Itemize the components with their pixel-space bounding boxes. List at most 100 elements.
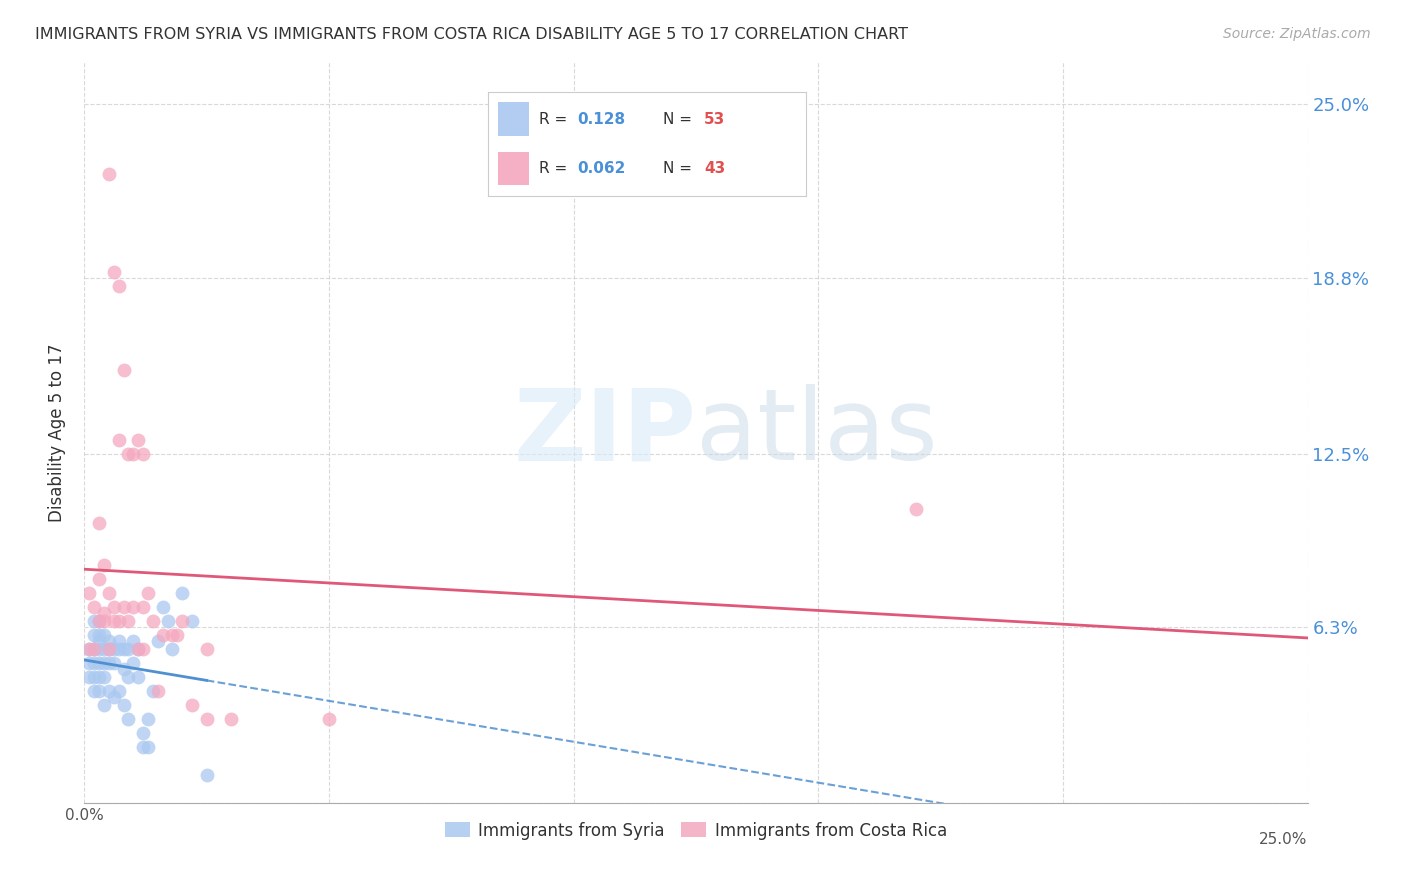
- Text: ZIP: ZIP: [513, 384, 696, 481]
- Point: [195, 768, 218, 782]
- Point: [107, 614, 129, 628]
- Point: [77, 642, 100, 657]
- Point: [905, 502, 928, 516]
- Point: [87, 633, 110, 648]
- Point: [97, 642, 120, 657]
- Point: [93, 606, 115, 620]
- Point: [117, 614, 139, 628]
- Point: [117, 670, 139, 684]
- Point: [219, 712, 242, 726]
- Y-axis label: Disability Age 5 to 17: Disability Age 5 to 17: [48, 343, 66, 522]
- Point: [107, 433, 129, 447]
- Point: [93, 628, 115, 642]
- Point: [87, 670, 110, 684]
- Point: [83, 600, 105, 615]
- Point: [112, 642, 135, 657]
- Point: [195, 712, 218, 726]
- Point: [162, 642, 184, 657]
- Point: [152, 628, 174, 642]
- Point: [107, 633, 129, 648]
- Point: [107, 279, 129, 293]
- Point: [195, 642, 218, 657]
- Point: [93, 642, 115, 657]
- Point: [181, 614, 204, 628]
- Point: [93, 698, 115, 712]
- Point: [146, 633, 169, 648]
- Point: [132, 600, 155, 615]
- Point: [97, 167, 120, 181]
- Point: [83, 642, 105, 657]
- Point: [97, 633, 120, 648]
- Point: [87, 572, 110, 586]
- Point: [97, 586, 120, 600]
- Point: [87, 614, 110, 628]
- Point: [172, 586, 194, 600]
- Point: [127, 642, 149, 657]
- Point: [77, 642, 100, 657]
- Point: [172, 614, 194, 628]
- Text: atlas: atlas: [696, 384, 938, 481]
- Point: [83, 628, 105, 642]
- Point: [87, 656, 110, 670]
- Point: [103, 614, 125, 628]
- Point: [132, 446, 155, 460]
- Point: [122, 600, 145, 615]
- Point: [83, 670, 105, 684]
- Point: [87, 516, 110, 531]
- Point: [127, 642, 149, 657]
- Point: [152, 600, 174, 615]
- Point: [136, 586, 159, 600]
- Point: [97, 642, 120, 657]
- Point: [132, 642, 155, 657]
- Point: [122, 656, 145, 670]
- Point: [83, 614, 105, 628]
- Point: [181, 698, 204, 712]
- Point: [107, 684, 129, 698]
- Point: [103, 265, 125, 279]
- Point: [103, 600, 125, 615]
- Point: [127, 433, 149, 447]
- Point: [83, 684, 105, 698]
- Point: [166, 628, 188, 642]
- Point: [156, 614, 179, 628]
- Point: [162, 628, 184, 642]
- Point: [77, 586, 100, 600]
- Point: [136, 712, 159, 726]
- Point: [93, 670, 115, 684]
- Point: [112, 600, 135, 615]
- Point: [112, 363, 135, 377]
- Point: [117, 712, 139, 726]
- Point: [112, 698, 135, 712]
- Point: [318, 712, 340, 726]
- Point: [146, 684, 169, 698]
- Point: [132, 726, 155, 740]
- Point: [127, 670, 149, 684]
- Point: [136, 739, 159, 754]
- Point: [122, 446, 145, 460]
- Point: [93, 656, 115, 670]
- Point: [83, 642, 105, 657]
- Point: [142, 684, 165, 698]
- Point: [103, 642, 125, 657]
- Point: [103, 656, 125, 670]
- Point: [103, 690, 125, 704]
- Point: [93, 614, 115, 628]
- Point: [122, 633, 145, 648]
- Point: [142, 614, 165, 628]
- Point: [87, 642, 110, 657]
- Point: [83, 656, 105, 670]
- Point: [93, 558, 115, 573]
- Point: [132, 739, 155, 754]
- Point: [77, 656, 100, 670]
- Legend: Immigrants from Syria, Immigrants from Costa Rica: Immigrants from Syria, Immigrants from C…: [439, 815, 953, 847]
- Point: [87, 684, 110, 698]
- Point: [117, 446, 139, 460]
- Text: IMMIGRANTS FROM SYRIA VS IMMIGRANTS FROM COSTA RICA DISABILITY AGE 5 TO 17 CORRE: IMMIGRANTS FROM SYRIA VS IMMIGRANTS FROM…: [35, 27, 908, 42]
- Point: [87, 614, 110, 628]
- Point: [77, 670, 100, 684]
- Point: [107, 642, 129, 657]
- Text: Source: ZipAtlas.com: Source: ZipAtlas.com: [1223, 27, 1371, 41]
- Point: [112, 662, 135, 676]
- Point: [117, 642, 139, 657]
- Point: [97, 656, 120, 670]
